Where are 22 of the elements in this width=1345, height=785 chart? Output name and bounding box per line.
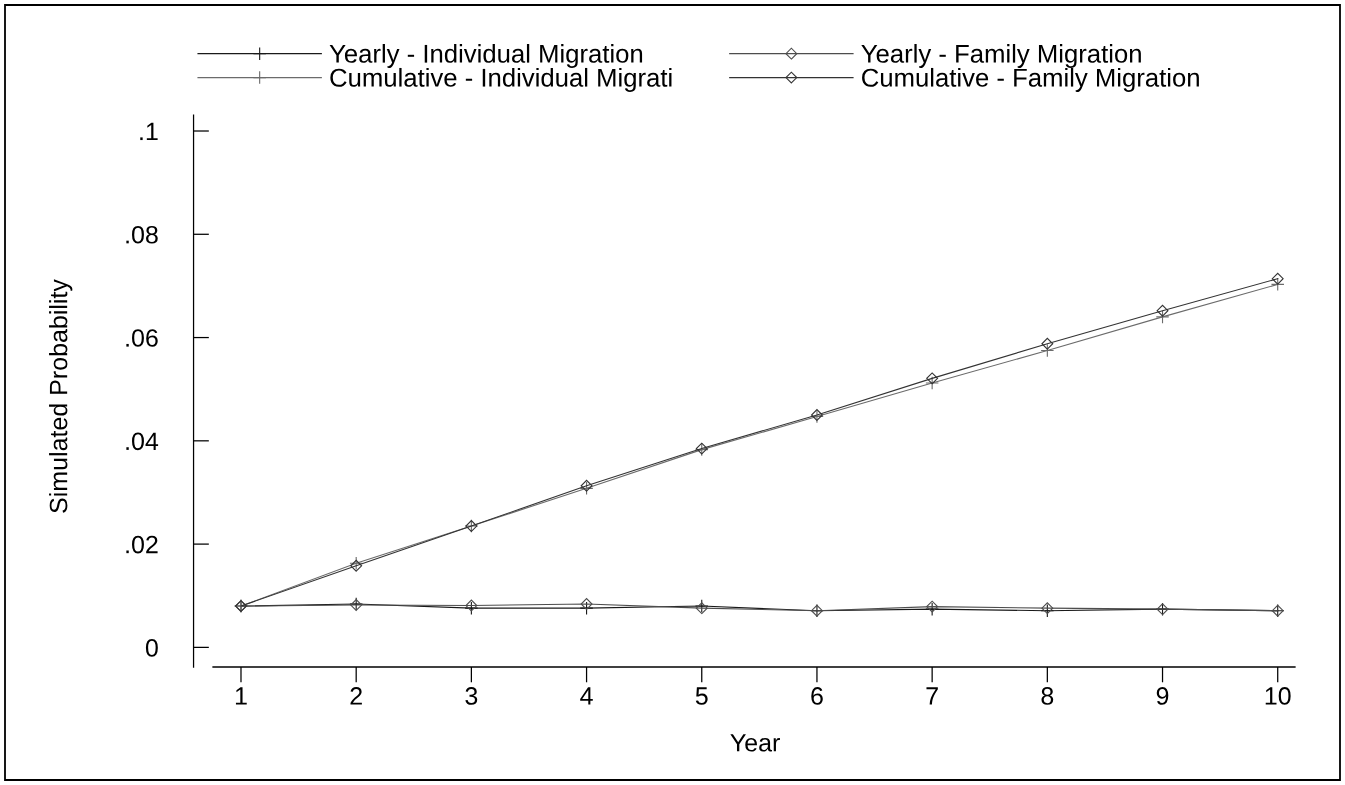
- y-tick-label: 0: [145, 638, 158, 657]
- x-tick-label: 3: [465, 687, 478, 705]
- x-tick-label: 2: [350, 687, 362, 705]
- y-axis-title: Simulated Probability: [49, 279, 73, 513]
- y-tick-label: .08: [126, 225, 158, 244]
- legend-label: Cumulative - Family Migration: [862, 67, 1199, 92]
- x-tick-label: 6: [811, 687, 823, 705]
- x-tick-label: 10: [1265, 687, 1291, 705]
- x-tick-label: 5: [695, 687, 708, 705]
- legend-label: Yearly - Individual Migration: [329, 44, 643, 68]
- legend-label: Yearly - Family Migration: [861, 44, 1141, 68]
- y-tick-label: .04: [126, 432, 159, 451]
- x-tick-label: 4: [580, 687, 593, 705]
- y-tick-label: .06: [126, 329, 158, 347]
- y-tick-label: .1: [140, 122, 158, 141]
- x-tick-label: 9: [1156, 687, 1169, 705]
- legend-label: Cumulative - Individual Migrati: [330, 67, 672, 92]
- x-tick-label: 1: [235, 687, 247, 705]
- x-tick-label: 8: [1041, 687, 1054, 705]
- x-tick-label: 7: [926, 687, 938, 705]
- y-tick-label: .02: [126, 535, 158, 554]
- x-axis-title: Year: [730, 734, 780, 752]
